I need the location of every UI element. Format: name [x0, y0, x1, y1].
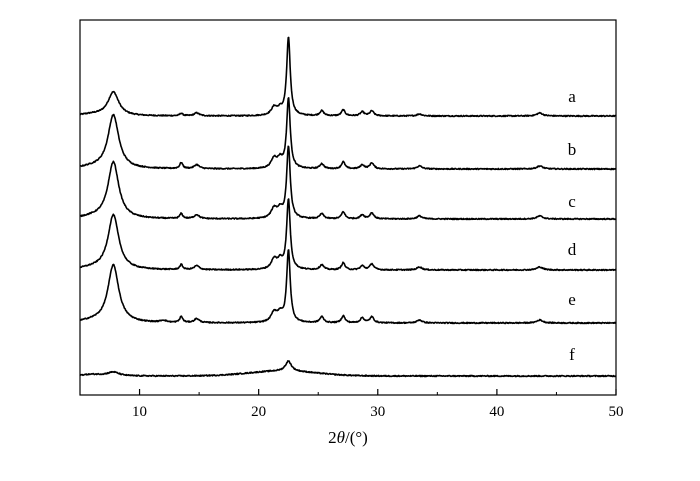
x-axis-ticks [138, 389, 617, 395]
series-line-c [79, 145, 617, 221]
series-line-a [79, 36, 617, 118]
x-tick-label-30: 30 [370, 404, 385, 420]
series-label-c: c [568, 192, 576, 211]
x-axis-tick-labels: 10 20 30 40 50 [132, 404, 623, 420]
series-label-f: f [569, 345, 575, 364]
series-line-e [79, 249, 617, 325]
series-label-b: b [568, 140, 577, 159]
x-axis-title: 2θ/(°) [328, 428, 368, 447]
x-tick-label-50: 50 [609, 404, 624, 420]
series-label-d: d [568, 240, 577, 259]
series-label-e: e [568, 290, 576, 309]
plot-frame [79, 19, 617, 396]
series-label-a: a [568, 87, 576, 106]
series-line-b [79, 97, 617, 171]
x-tick-label-20: 20 [251, 404, 266, 420]
series-labels: a b c d e f [568, 87, 577, 364]
x-tick-label-10: 10 [132, 404, 147, 420]
series-lines [79, 36, 617, 378]
series-line-d [79, 198, 617, 272]
series-line-f [79, 360, 617, 378]
x-tick-label-40: 40 [489, 404, 504, 420]
